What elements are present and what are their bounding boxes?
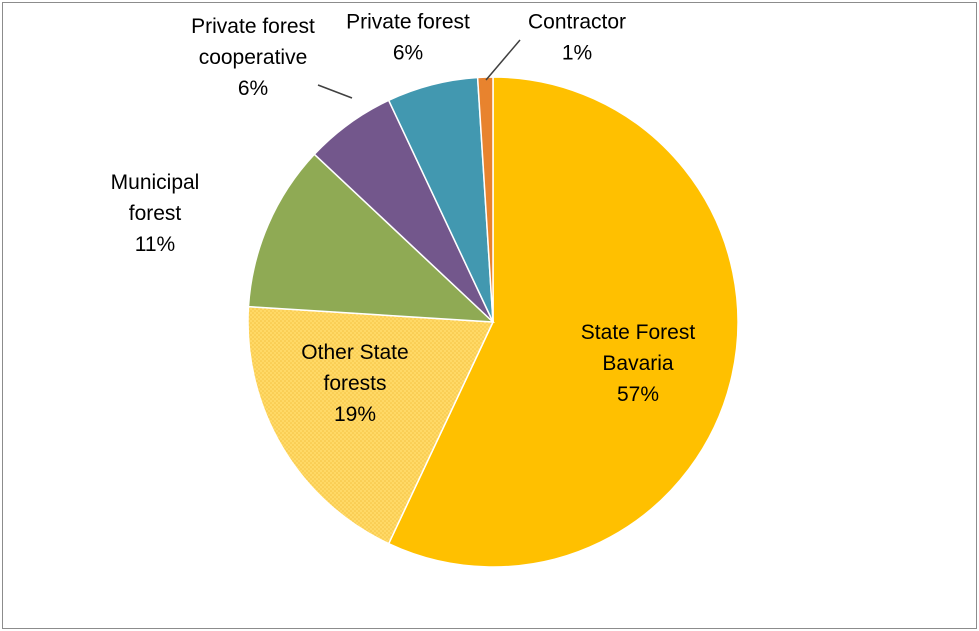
leader-line-private-forest-cooperative (317, 84, 353, 99)
pie-slice-other-state-forests (247, 305, 495, 545)
slice-label-municipal-forest: Municipal forest 11% (111, 171, 200, 256)
pie-slice-contractor (476, 76, 494, 323)
leader-line-contractor (485, 39, 521, 81)
slice-label-private-forest: Private forest 6% (346, 11, 470, 65)
pie-slice-municipal-forest (247, 153, 496, 323)
slice-label-private-forest-cooperative: Private forest cooperative 6% (191, 15, 315, 100)
pie-slice-state-forest-bavaria (387, 76, 739, 568)
slice-label-contractor: Contractor 1% (528, 11, 626, 65)
slice-label-other-state-forests: Other State forests 19% (301, 341, 408, 426)
slice-label-state-forest-bavaria: State Forest Bavaria 57% (581, 321, 696, 406)
